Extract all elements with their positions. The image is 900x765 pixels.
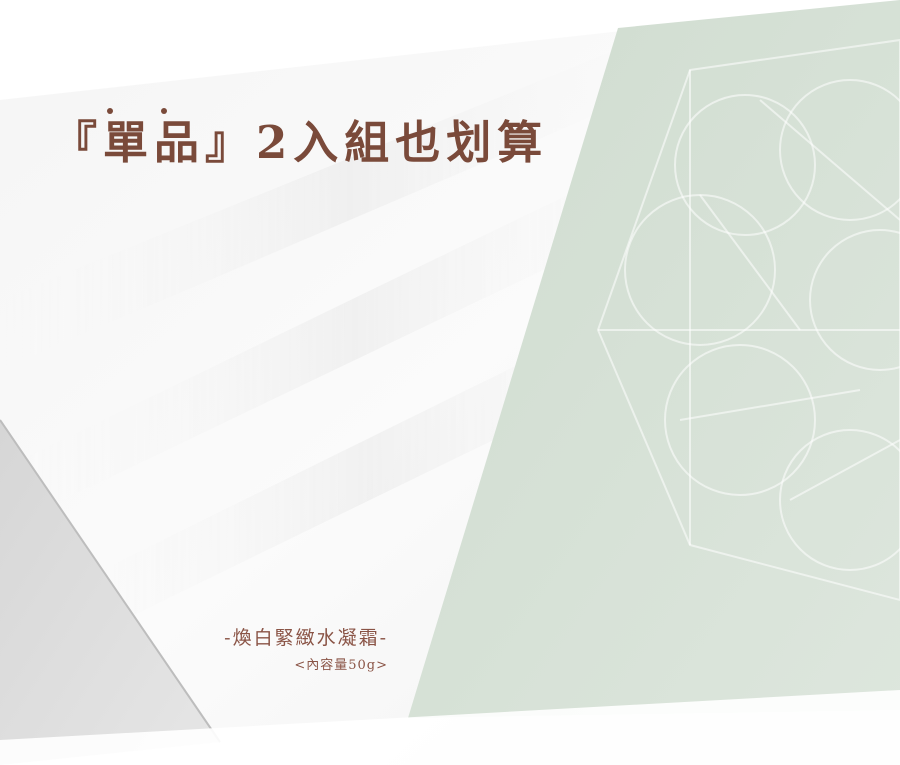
product-name: -煥白緊緻水凝霜- bbox=[224, 627, 388, 649]
headline: 『單品』2入組也划算 bbox=[52, 116, 549, 169]
sage-panel bbox=[408, 0, 900, 718]
concrete-panel bbox=[0, 420, 220, 765]
product-label: -煥白緊緻水凝霜- <內容量50g> bbox=[224, 627, 388, 673]
emphasis-dot bbox=[161, 108, 167, 114]
geometric-line-art bbox=[596, 38, 900, 602]
product-volume: <內容量50g> bbox=[294, 657, 388, 673]
emphasis-dot bbox=[107, 108, 113, 114]
